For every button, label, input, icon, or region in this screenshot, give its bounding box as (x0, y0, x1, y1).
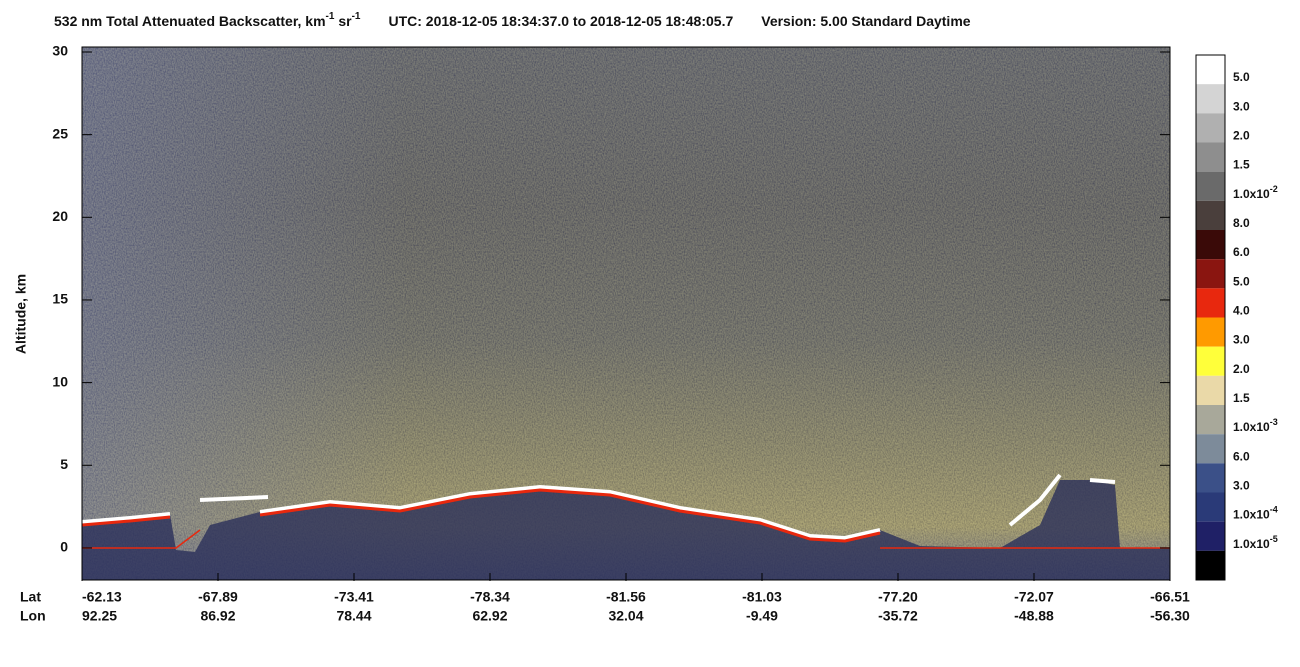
colorbar-label: 3.0 (1233, 333, 1250, 347)
y-tick-label: 15 (52, 291, 68, 307)
colorbar-label: 4.0 (1233, 304, 1250, 318)
title-text: Version: 5.00 Standard Daytime (761, 13, 971, 29)
colorbar-swatch (1196, 346, 1225, 376)
title-sup: -1 (326, 11, 335, 22)
colorbar-swatch (1196, 434, 1225, 464)
x-tick-label: 86.92 (200, 608, 235, 624)
title: 532 nm Total Attenuated Backscatter, km-… (54, 11, 971, 29)
colorbar-label-text: 3.0 (1233, 100, 1250, 114)
plot-image (81, 46, 1171, 581)
y-tick-label: 5 (60, 456, 68, 472)
x-tick-label: -73.41 (334, 589, 374, 605)
colorbar-label: 2.0 (1233, 362, 1250, 376)
colorbar-label-text: 1.0x10 (1233, 537, 1270, 551)
colorbar-label: 1.0x10-5 (1233, 534, 1278, 551)
title-text: sr (334, 13, 352, 29)
title-sup: -1 (352, 11, 361, 22)
colorbar-swatch (1196, 521, 1225, 551)
y-tick-label: 10 (52, 373, 68, 389)
colorbar-label: 2.0 (1233, 129, 1250, 143)
x-tick-label: -48.88 (1014, 608, 1054, 624)
surface-return (81, 488, 881, 543)
x-tick-label: -81.56 (606, 589, 646, 605)
colorbar-frame (1195, 54, 1226, 581)
colorbar-label-text: 1.0x10 (1233, 420, 1270, 434)
x-tick-label: -77.20 (878, 589, 918, 605)
surface-line (82, 529, 1170, 549)
x-tick-label: -78.34 (470, 589, 510, 605)
x-tick-label: -56.30 (1150, 608, 1190, 624)
colorbar-label: 1.5 (1233, 158, 1250, 172)
colorbar-swatch (1196, 492, 1225, 522)
title-text: 532 nm Total Attenuated Backscatter, km (54, 13, 326, 29)
colorbar-label: 1.0x10-3 (1233, 418, 1278, 435)
colorbar-label: 3.0 (1233, 479, 1250, 493)
y-axis-label: Altitude, km (13, 274, 29, 354)
colorbar-swatch (1196, 230, 1225, 260)
colorbar-label-text: 1.0x10 (1233, 508, 1270, 522)
colorbar-label: 8.0 (1233, 216, 1250, 230)
colorbar-label-exp: -3 (1270, 418, 1278, 428)
colorbar-label-exp: -4 (1270, 505, 1278, 515)
colorbar-label-text: 1.5 (1233, 391, 1250, 405)
x-tick-label: 32.04 (608, 608, 643, 624)
y-tick-label: 20 (52, 208, 68, 224)
colorbar-label-text: 6.0 (1233, 450, 1250, 464)
colorbar-swatch (1196, 200, 1225, 230)
x-tick-label: -72.07 (1014, 589, 1054, 605)
colorbar: 5.03.02.01.51.0x10-28.06.05.04.03.02.01.… (1195, 54, 1278, 581)
colorbar-swatch (1196, 463, 1225, 493)
colorbar-label-exp: -2 (1270, 184, 1278, 194)
colorbar-swatch (1196, 288, 1225, 318)
colorbar-swatch (1196, 113, 1225, 143)
y-tick-label: 30 (52, 43, 68, 59)
colorbar-label: 6.0 (1233, 450, 1250, 464)
x-tick-label: -35.72 (878, 608, 918, 624)
colorbar-label-text: 5.0 (1233, 70, 1250, 84)
x-tick-label: 92.25 (82, 608, 117, 624)
colorbar-label: 1.5 (1233, 391, 1250, 405)
colorbar-label-text: 6.0 (1233, 245, 1250, 259)
title-text: UTC: 2018-12-05 18:34:37.0 to 2018-12-05… (388, 13, 733, 29)
colorbar-swatch (1196, 171, 1225, 201)
colorbar-label: 1.0x10-2 (1233, 184, 1278, 201)
colorbar-label-text: 2.0 (1233, 362, 1250, 376)
colorbar-swatch (1196, 550, 1225, 580)
x-tick-label: -67.89 (198, 589, 238, 605)
x-row-label: Lat (20, 589, 41, 605)
colorbar-label: 6.0 (1233, 245, 1250, 259)
x-tick-label: -66.51 (1150, 589, 1190, 605)
x-tick-label: -9.49 (746, 608, 778, 624)
colorbar-label: 3.0 (1233, 100, 1250, 114)
colorbar-swatch (1196, 259, 1225, 289)
colorbar-label-text: 1.0x10 (1233, 187, 1270, 201)
x-tick-label: -62.13 (82, 589, 122, 605)
x-tick-label: 78.44 (336, 608, 371, 624)
x-tick-label: -81.03 (742, 589, 782, 605)
colorbar-swatch (1196, 375, 1225, 405)
colorbar-label: 5.0 (1233, 70, 1250, 84)
colorbar-label-text: 3.0 (1233, 333, 1250, 347)
colorbar-label-text: 4.0 (1233, 304, 1250, 318)
colorbar-label-text: 2.0 (1233, 129, 1250, 143)
colorbar-swatch (1196, 55, 1225, 85)
colorbar-label-text: 1.5 (1233, 158, 1250, 172)
colorbar-label-text: 5.0 (1233, 275, 1250, 289)
x-tick-label: 62.92 (472, 608, 507, 624)
colorbar-swatch (1196, 142, 1225, 172)
y-tick-label: 25 (52, 125, 68, 141)
colorbar-swatch (1196, 405, 1225, 435)
noise-texture (82, 47, 1170, 580)
x-row-label: Lon (20, 608, 46, 624)
colorbar-label-text: 3.0 (1233, 479, 1250, 493)
colorbar-swatch (1196, 317, 1225, 347)
colorbar-label-exp: -5 (1270, 534, 1278, 544)
colorbar-swatch (1196, 84, 1225, 114)
cloud-top (81, 473, 1116, 541)
colorbar-label: 1.0x10-4 (1233, 505, 1278, 522)
colorbar-label: 5.0 (1233, 275, 1250, 289)
y-tick-label: 0 (60, 539, 68, 555)
colorbar-label-text: 8.0 (1233, 216, 1250, 230)
